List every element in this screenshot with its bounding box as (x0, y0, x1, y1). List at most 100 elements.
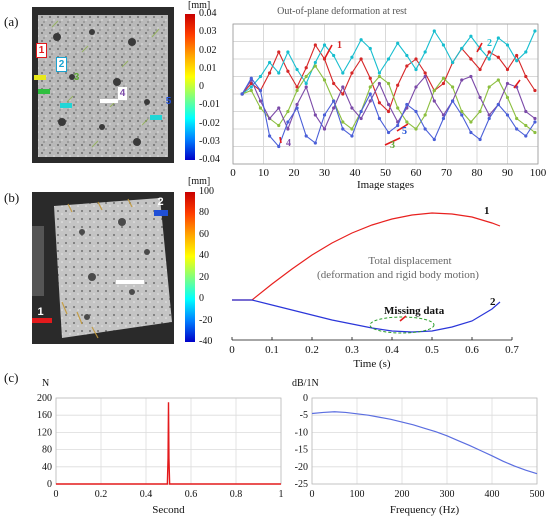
x-tick-label: 0.6 (465, 344, 479, 356)
data-point (258, 106, 263, 110)
annotation-missing-data: Missing data (384, 305, 445, 317)
y-tick-label: -10 (295, 427, 308, 438)
x-tick-label: 0.2 (305, 344, 319, 356)
x-tick-label: 0.7 (505, 344, 519, 356)
data-point (313, 43, 317, 47)
y-tick-label: -25 (295, 479, 308, 490)
data-point (286, 69, 290, 73)
x-tick-label: 0.5 (425, 344, 439, 356)
data-point (441, 76, 446, 80)
colorbar-tick-label: 0.01 (199, 62, 217, 74)
value-tag-cyan-a (60, 103, 72, 108)
x-tick-label: 0.6 (185, 489, 198, 500)
point-label-1-b: 1 (37, 306, 44, 318)
annotation-arrow (279, 136, 282, 144)
chart-c-time-frame (55, 397, 282, 485)
colorbar-tick-label: -20 (199, 314, 213, 326)
data-point (478, 109, 482, 114)
chart-a-frame (232, 23, 539, 165)
data-point (350, 71, 354, 75)
data-point (341, 71, 345, 75)
data-point (249, 76, 253, 80)
data-point (359, 116, 363, 121)
data-point (423, 74, 427, 79)
data-point (295, 85, 299, 89)
spectrum-line (311, 411, 538, 475)
data-point (441, 116, 446, 121)
x-tick-label: 90 (502, 167, 514, 179)
data-point (414, 127, 418, 131)
y-tick-label: 120 (37, 427, 52, 438)
data-point (515, 127, 519, 131)
data-point (368, 76, 372, 80)
x-tick-label: 0.3 (345, 344, 359, 356)
data-point (277, 144, 281, 149)
annotation-label-2: 2 (490, 296, 496, 308)
scale-bar-a (100, 99, 118, 103)
colorbar-tick-label: -0.03 (199, 135, 220, 147)
data-point (396, 83, 400, 87)
y-tick-label: 0 (47, 479, 52, 490)
data-point (295, 102, 299, 107)
x-tick-label: 50 (380, 167, 392, 179)
data-point (524, 123, 528, 128)
data-point (350, 106, 354, 110)
x-tick-label: 200 (395, 489, 410, 500)
chart-b: 0 0.1 0.2 0.3 0.4 0.5 0.6 0.7 Time (s) 1 2 Total di… (229, 205, 519, 370)
colorbar-b: [mm] 100 80 60 40 20 0 -20 -40 (178, 176, 228, 347)
chart-a-xlabel: Image stages (357, 179, 414, 190)
data-point (451, 99, 455, 103)
data-point (460, 46, 464, 51)
data-point (341, 120, 345, 124)
x-tick-label: 100 (350, 489, 365, 500)
data-point (451, 85, 455, 89)
colorbar-tick-label: 60 (199, 228, 209, 240)
data-point (505, 43, 510, 47)
data-point (277, 123, 281, 128)
colorbar-tick-label: 0.04 (199, 8, 217, 19)
data-point (478, 137, 482, 142)
data-point (322, 57, 327, 61)
data-point (533, 29, 537, 33)
data-point (396, 106, 400, 110)
x-tick-label: 60 (411, 167, 423, 179)
data-point (313, 141, 317, 145)
data-point (386, 57, 391, 61)
data-point (460, 109, 464, 114)
chart-a-title: Out-of-plane deformation at rest (277, 6, 407, 17)
y-tick-label: -5 (300, 410, 308, 421)
data-point (505, 81, 510, 86)
data-point (322, 78, 327, 82)
data-point (487, 50, 491, 54)
data-point (386, 109, 391, 114)
data-point (386, 102, 391, 107)
data-point (386, 130, 391, 135)
x-tick-label: 80 (472, 167, 484, 179)
data-point (304, 81, 308, 86)
y-tick-label: -15 (295, 445, 308, 456)
colorbar-a-gradient (185, 14, 195, 160)
x-tick-label: 70 (441, 167, 453, 179)
data-point (515, 116, 519, 121)
colorbar-tick-label: 100 (199, 186, 214, 197)
data-point (469, 57, 473, 61)
data-point (396, 41, 400, 45)
data-point (524, 74, 528, 79)
data-point (332, 99, 336, 103)
annotation-arrow (384, 137, 401, 146)
annotation-total-displacement: Total displacement (368, 255, 451, 267)
data-point (332, 53, 336, 58)
colorbar-a-unit: [mm] (188, 0, 211, 11)
colorbar-tick-label: 0.02 (199, 44, 217, 56)
data-point (432, 137, 436, 142)
data-point (533, 116, 537, 121)
data-point (322, 127, 327, 131)
data-point (286, 109, 290, 114)
annotation-label-5: 5 (402, 126, 407, 137)
x-tick-label: 40 (350, 167, 362, 179)
data-point (368, 46, 372, 51)
data-point (441, 43, 446, 47)
annotation-label-4: 4 (286, 138, 291, 149)
data-point (240, 92, 244, 96)
data-point (423, 113, 427, 117)
